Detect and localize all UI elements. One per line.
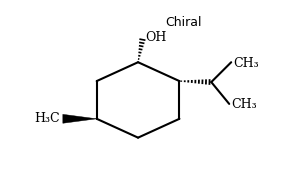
Text: CH₃: CH₃ [231,98,257,111]
Text: OH: OH [145,31,167,44]
Text: CH₃: CH₃ [233,57,259,70]
Text: H₃C: H₃C [34,112,60,125]
Text: Chiral: Chiral [165,16,201,29]
Polygon shape [63,114,97,123]
